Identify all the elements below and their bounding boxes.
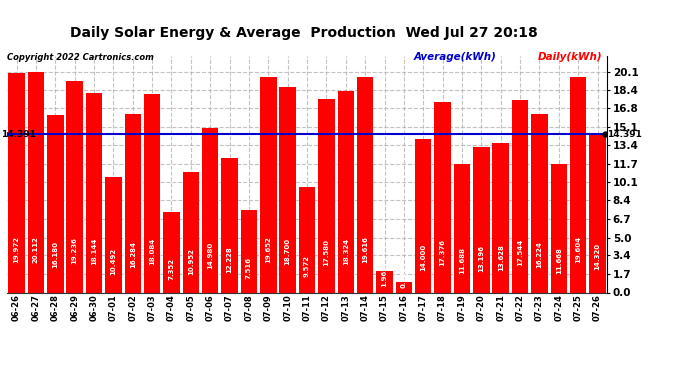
Bar [589,135,606,292]
Text: 9.572: 9.572 [304,255,310,277]
Text: 14.320: 14.320 [595,243,600,270]
Bar [357,77,373,292]
Text: 1.962: 1.962 [382,265,388,286]
Text: 7.352: 7.352 [168,258,175,279]
Text: 14.980: 14.980 [207,242,213,270]
Bar [124,114,141,292]
Bar [8,73,25,292]
Bar [415,139,431,292]
Bar [337,91,354,292]
Bar [376,271,393,292]
Text: Copyright 2022 Cartronics.com: Copyright 2022 Cartronics.com [7,53,154,62]
Bar [512,100,529,292]
Bar [47,115,63,292]
Text: 17.580: 17.580 [324,239,329,266]
Bar [279,87,296,292]
Bar [28,72,44,292]
Text: 18.324: 18.324 [343,238,348,265]
Text: 19.616: 19.616 [362,237,368,263]
Text: 13.628: 13.628 [497,244,504,271]
Text: 17.376: 17.376 [440,239,446,266]
Text: 13.196: 13.196 [478,245,484,272]
Bar [493,143,509,292]
Text: 19.236: 19.236 [72,237,78,264]
Bar [395,282,412,292]
Bar [454,164,470,292]
Bar [202,128,219,292]
Text: 14.391: 14.391 [1,130,36,139]
Text: 14.391: 14.391 [607,130,642,139]
Text: Average(kWh): Average(kWh) [414,53,497,63]
Text: 20.112: 20.112 [33,236,39,262]
Text: 16.224: 16.224 [536,241,542,268]
Text: 7.516: 7.516 [246,257,252,279]
Bar [86,93,102,292]
Text: 17.544: 17.544 [517,239,523,266]
Text: 14.000: 14.000 [420,243,426,271]
Text: 10.952: 10.952 [188,248,194,275]
Text: 18.700: 18.700 [285,237,290,264]
Text: Daily(kWh): Daily(kWh) [538,53,603,63]
Text: 0.936: 0.936 [401,266,407,288]
Bar [66,81,83,292]
Text: 11.668: 11.668 [555,247,562,274]
Text: 16.284: 16.284 [130,241,136,268]
Bar [570,77,586,292]
Bar [221,158,238,292]
Bar [299,188,315,292]
Text: 11.688: 11.688 [459,247,465,274]
Bar [318,99,335,292]
Bar [105,177,121,292]
Bar [551,164,567,292]
Text: 10.492: 10.492 [110,248,117,275]
Text: 16.180: 16.180 [52,241,59,268]
Bar [241,210,257,292]
Text: 19.652: 19.652 [266,237,271,263]
Bar [473,147,490,292]
Bar [531,114,548,292]
Bar [164,212,179,292]
Text: 12.228: 12.228 [226,246,233,273]
Text: 19.972: 19.972 [14,236,19,263]
Text: Daily Solar Energy & Average  Production  Wed Jul 27 20:18: Daily Solar Energy & Average Production … [70,26,538,40]
Text: 18.144: 18.144 [91,238,97,265]
Text: 19.604: 19.604 [575,236,581,263]
Bar [435,102,451,292]
Bar [260,76,277,292]
Bar [183,172,199,292]
Bar [144,94,160,292]
Text: 18.084: 18.084 [149,238,155,266]
